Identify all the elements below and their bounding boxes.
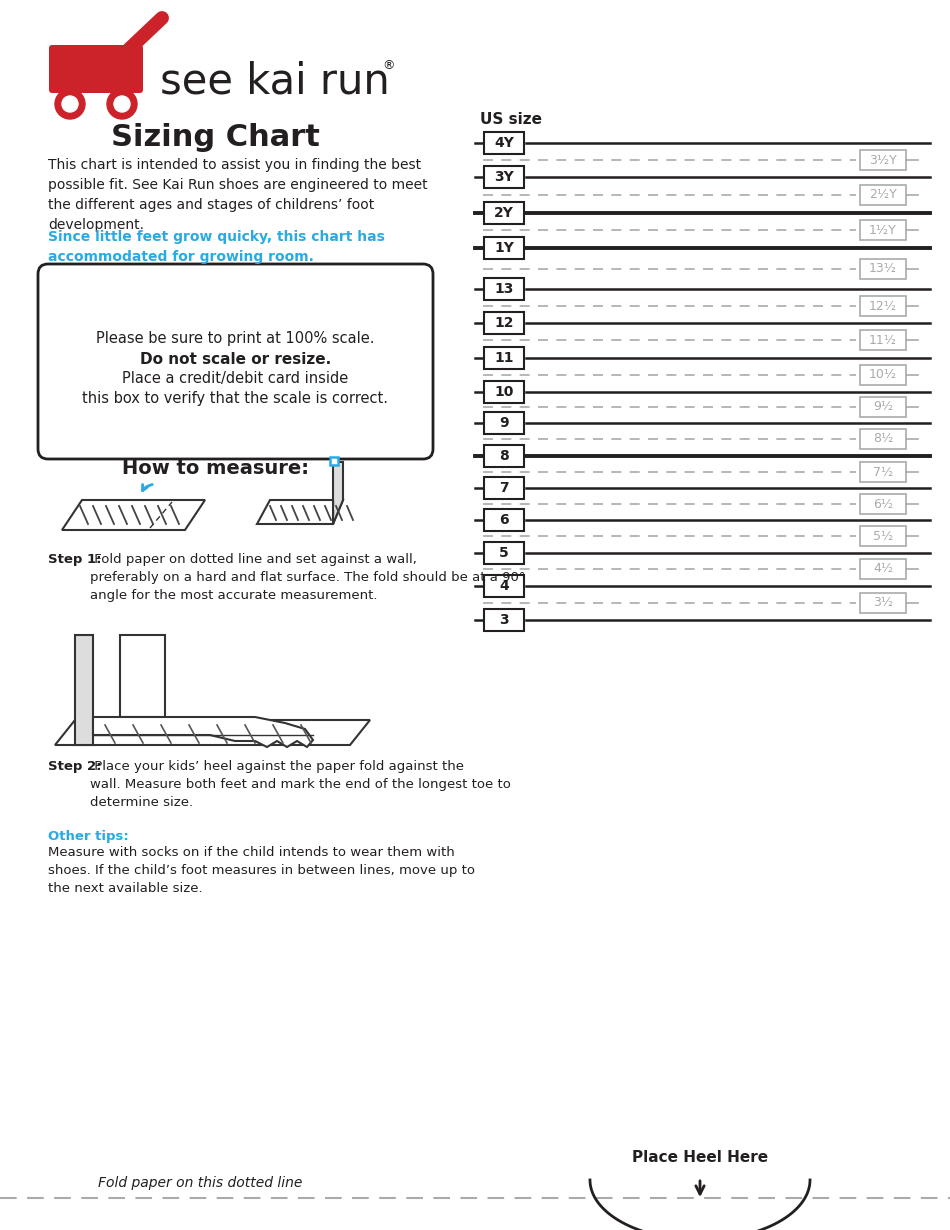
FancyBboxPatch shape (484, 132, 524, 154)
FancyBboxPatch shape (38, 264, 433, 459)
FancyBboxPatch shape (484, 278, 524, 300)
Text: Since little feet grow quicky, this chart has
accommodated for growing room.: Since little feet grow quicky, this char… (48, 230, 385, 264)
Text: 11½: 11½ (869, 333, 897, 347)
Polygon shape (55, 720, 370, 745)
FancyBboxPatch shape (860, 558, 906, 579)
FancyBboxPatch shape (860, 365, 906, 385)
Text: 4Y: 4Y (494, 137, 514, 150)
Text: 6½: 6½ (873, 497, 893, 510)
Text: Sizing Chart: Sizing Chart (110, 123, 319, 153)
Text: Step 2:: Step 2: (48, 760, 102, 772)
FancyBboxPatch shape (484, 166, 524, 188)
FancyBboxPatch shape (484, 609, 524, 631)
Text: Please be sure to print at 100% scale.: Please be sure to print at 100% scale. (96, 332, 374, 347)
Polygon shape (333, 462, 343, 524)
FancyBboxPatch shape (860, 220, 906, 240)
Text: 13: 13 (494, 282, 514, 296)
Text: Other tips:: Other tips: (48, 830, 129, 843)
FancyBboxPatch shape (860, 150, 906, 170)
FancyBboxPatch shape (484, 312, 524, 335)
Text: 1Y: 1Y (494, 241, 514, 255)
Text: 12½: 12½ (869, 299, 897, 312)
Text: US size: US size (480, 112, 542, 128)
Bar (330, 458, 338, 465)
Polygon shape (62, 501, 205, 530)
Text: Place Heel Here: Place Heel Here (632, 1150, 768, 1166)
FancyBboxPatch shape (860, 462, 906, 482)
FancyBboxPatch shape (484, 347, 524, 369)
Text: 6: 6 (499, 513, 509, 526)
Text: How to measure:: How to measure: (122, 459, 309, 477)
Text: 5: 5 (499, 546, 509, 560)
Text: 3: 3 (499, 613, 509, 627)
Text: 3Y: 3Y (494, 170, 514, 184)
Text: 9: 9 (499, 416, 509, 430)
Text: 2Y: 2Y (494, 205, 514, 220)
Text: 8: 8 (499, 449, 509, 462)
FancyBboxPatch shape (484, 445, 524, 467)
Text: Fold paper on dotted line and set against a wall,
preferably on a hard and flat : Fold paper on dotted line and set agains… (90, 554, 525, 601)
Text: 1½Y: 1½Y (869, 224, 897, 236)
Text: 11: 11 (494, 351, 514, 365)
FancyBboxPatch shape (484, 477, 524, 499)
FancyBboxPatch shape (484, 412, 524, 434)
FancyBboxPatch shape (860, 330, 906, 351)
Text: 10½: 10½ (869, 369, 897, 381)
FancyBboxPatch shape (860, 593, 906, 613)
Circle shape (55, 89, 85, 119)
FancyBboxPatch shape (484, 237, 524, 260)
Text: 8½: 8½ (873, 433, 893, 445)
FancyBboxPatch shape (860, 429, 906, 449)
FancyBboxPatch shape (484, 381, 524, 403)
Text: 4: 4 (499, 579, 509, 593)
Text: Fold paper on this dotted line: Fold paper on this dotted line (98, 1176, 302, 1189)
Polygon shape (93, 717, 313, 747)
FancyBboxPatch shape (860, 397, 906, 417)
Circle shape (107, 89, 137, 119)
Text: 2½Y: 2½Y (869, 188, 897, 202)
Text: Step 1:: Step 1: (48, 554, 102, 566)
FancyBboxPatch shape (484, 509, 524, 531)
Text: Place your kids’ heel against the paper fold against the
wall. Measure both feet: Place your kids’ heel against the paper … (90, 760, 511, 809)
Text: Do not scale or resize.: Do not scale or resize. (140, 352, 332, 367)
Text: 4½: 4½ (873, 562, 893, 576)
Text: ®: ® (382, 59, 394, 73)
FancyBboxPatch shape (484, 542, 524, 565)
FancyBboxPatch shape (484, 202, 524, 224)
Text: This chart is intended to assist you in finding the best
possible fit. See Kai R: This chart is intended to assist you in … (48, 157, 428, 232)
Circle shape (62, 96, 78, 112)
Text: 7½: 7½ (873, 465, 893, 478)
Text: 5½: 5½ (873, 529, 893, 542)
Text: 3½: 3½ (873, 597, 893, 610)
Text: 13½: 13½ (869, 262, 897, 276)
Polygon shape (75, 635, 93, 745)
Text: 10: 10 (494, 385, 514, 399)
Polygon shape (257, 501, 343, 524)
Circle shape (114, 96, 130, 112)
FancyBboxPatch shape (860, 260, 906, 279)
FancyBboxPatch shape (49, 46, 143, 93)
FancyBboxPatch shape (484, 574, 524, 597)
Text: 7: 7 (499, 481, 509, 494)
Polygon shape (120, 635, 165, 717)
Text: see kai run: see kai run (160, 62, 390, 103)
Text: Place a credit/debit card inside: Place a credit/debit card inside (123, 371, 349, 386)
FancyBboxPatch shape (860, 526, 906, 546)
FancyBboxPatch shape (860, 296, 906, 316)
Text: Measure with socks on if the child intends to wear them with
shoes. If the child: Measure with socks on if the child inten… (48, 846, 475, 895)
FancyBboxPatch shape (860, 494, 906, 514)
Text: 9½: 9½ (873, 401, 893, 413)
FancyBboxPatch shape (860, 184, 906, 205)
Text: 3½Y: 3½Y (869, 154, 897, 166)
Text: this box to verify that the scale is correct.: this box to verify that the scale is cor… (83, 391, 389, 406)
Text: 12: 12 (494, 316, 514, 330)
